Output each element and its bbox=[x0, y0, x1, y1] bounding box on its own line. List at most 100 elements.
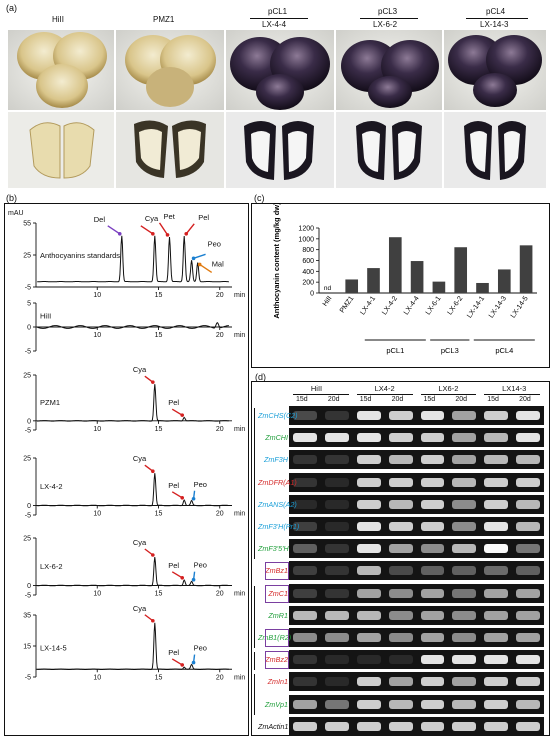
gel-band bbox=[356, 610, 381, 620]
gel-band bbox=[293, 588, 317, 598]
gel-band bbox=[420, 411, 445, 420]
gel-band bbox=[452, 433, 477, 443]
peak-label: Pel bbox=[168, 648, 179, 657]
gel-band bbox=[293, 477, 317, 487]
gel-band bbox=[388, 544, 413, 554]
gel-row bbox=[289, 628, 544, 647]
gel-band bbox=[356, 588, 381, 598]
gene-highlight-box bbox=[265, 629, 289, 647]
gel-band bbox=[388, 721, 413, 731]
peak-arrow-head bbox=[151, 553, 155, 557]
x-tick-label: 10 bbox=[93, 511, 101, 518]
gel-band bbox=[324, 499, 349, 509]
x-tick-label: 15 bbox=[155, 426, 163, 433]
y-tick-label: 0 bbox=[27, 503, 31, 510]
gel-band bbox=[293, 655, 317, 665]
gel-timepoint-label: 15d bbox=[487, 396, 499, 403]
gel-band bbox=[452, 610, 477, 620]
y-tick-label: 0 bbox=[27, 418, 31, 425]
peak-label: Peo bbox=[194, 480, 207, 489]
y-tick-label: 1000 bbox=[298, 236, 314, 243]
chromatogram-trace bbox=[37, 556, 229, 587]
gel-band bbox=[388, 588, 413, 598]
gel-band bbox=[356, 411, 381, 420]
y-tick-label: -5 bbox=[25, 285, 31, 292]
gene-label: ZmF3'H(Pr1) bbox=[258, 522, 300, 531]
chromatogram-trace bbox=[37, 384, 229, 422]
gel-sample-underline bbox=[484, 394, 540, 395]
peak-arrow bbox=[199, 263, 213, 274]
gel-band bbox=[420, 544, 445, 554]
gel-sample-underline bbox=[356, 394, 413, 395]
panel-c-letter: (c) bbox=[254, 193, 265, 203]
x-tick-label: 20 bbox=[216, 292, 224, 299]
gel-band bbox=[293, 610, 317, 620]
gel-band bbox=[388, 655, 413, 665]
gel-band bbox=[324, 411, 349, 420]
gel-band bbox=[484, 566, 509, 576]
gel-band bbox=[324, 699, 349, 709]
group-label-pcl4: pCL4 bbox=[486, 7, 506, 16]
peak-arrow bbox=[107, 225, 121, 235]
gel-band bbox=[484, 522, 509, 531]
gene-highlight-box bbox=[265, 584, 289, 603]
gel-timepoint-label: 20d bbox=[519, 396, 531, 403]
x-unit-label: min bbox=[234, 674, 245, 681]
gene-label: ZmCHI bbox=[265, 433, 288, 443]
gel-band bbox=[516, 655, 540, 665]
gel-band bbox=[516, 411, 540, 420]
panel-c-frame bbox=[251, 203, 550, 368]
bar-pmz1 bbox=[345, 279, 359, 293]
peak-arrow bbox=[140, 225, 154, 235]
peak-arrow-head bbox=[151, 232, 155, 236]
y-tick-label: 25 bbox=[23, 536, 31, 543]
group-label: pCL1 bbox=[386, 346, 404, 355]
peak-label: Cya bbox=[145, 214, 159, 223]
gene-label: ZmDFR(A1) bbox=[258, 477, 297, 487]
gel-band bbox=[293, 544, 317, 554]
x-tick-label: 15 bbox=[155, 511, 163, 518]
gel-band bbox=[484, 655, 509, 665]
gel-row bbox=[289, 539, 544, 559]
gel-band bbox=[356, 699, 381, 709]
category-label: LX-6-2 bbox=[447, 295, 465, 316]
y-tick-label: -5 bbox=[25, 675, 31, 682]
peak-arrow-head bbox=[151, 469, 155, 474]
category-label: LX-4-4 bbox=[403, 295, 421, 316]
group-label-pcl3: pCL3 bbox=[378, 7, 398, 16]
gel-band bbox=[420, 699, 445, 709]
gene-label: ZmBz1 bbox=[265, 566, 288, 576]
gel-band bbox=[420, 566, 445, 576]
gel-sample-label: LX4-2 bbox=[374, 384, 395, 393]
y-tick-label: 15 bbox=[23, 644, 31, 651]
gel-row bbox=[289, 672, 544, 692]
category-label: PMZ1 bbox=[339, 295, 356, 314]
gel-band bbox=[293, 633, 317, 642]
gel-band bbox=[452, 699, 477, 709]
peak-arrow-head bbox=[191, 577, 196, 582]
gel-band bbox=[356, 522, 381, 531]
panel-a-letter: (a) bbox=[6, 3, 17, 13]
gel-band bbox=[452, 721, 477, 731]
anthocyanin-bar-chart: 0 200 400 600 800 1000 1200 Anthocyanin content… bbox=[272, 203, 537, 355]
peak-arrow bbox=[171, 491, 183, 499]
gel-band bbox=[388, 633, 413, 642]
category-label: LX-6-1 bbox=[425, 295, 443, 316]
gel-row bbox=[289, 450, 544, 470]
gel-band bbox=[356, 677, 381, 687]
gel-row bbox=[289, 561, 544, 581]
category-label: LX-14-1 bbox=[466, 295, 486, 320]
peak-label: Cya bbox=[133, 538, 147, 547]
gel-band bbox=[420, 433, 445, 443]
gel-band bbox=[420, 655, 445, 665]
peak-label: Pel bbox=[168, 481, 179, 490]
gel-band bbox=[484, 411, 509, 420]
gene-label: ZmANS(A2) bbox=[258, 499, 297, 509]
y-tick-label: -5 bbox=[25, 593, 31, 600]
category-label: LX-14-5 bbox=[510, 295, 530, 320]
gel-band bbox=[388, 566, 413, 576]
y-tick-label: 400 bbox=[302, 269, 314, 276]
gel-band bbox=[516, 677, 540, 687]
gel-band bbox=[452, 655, 477, 665]
gel-band bbox=[324, 588, 349, 598]
